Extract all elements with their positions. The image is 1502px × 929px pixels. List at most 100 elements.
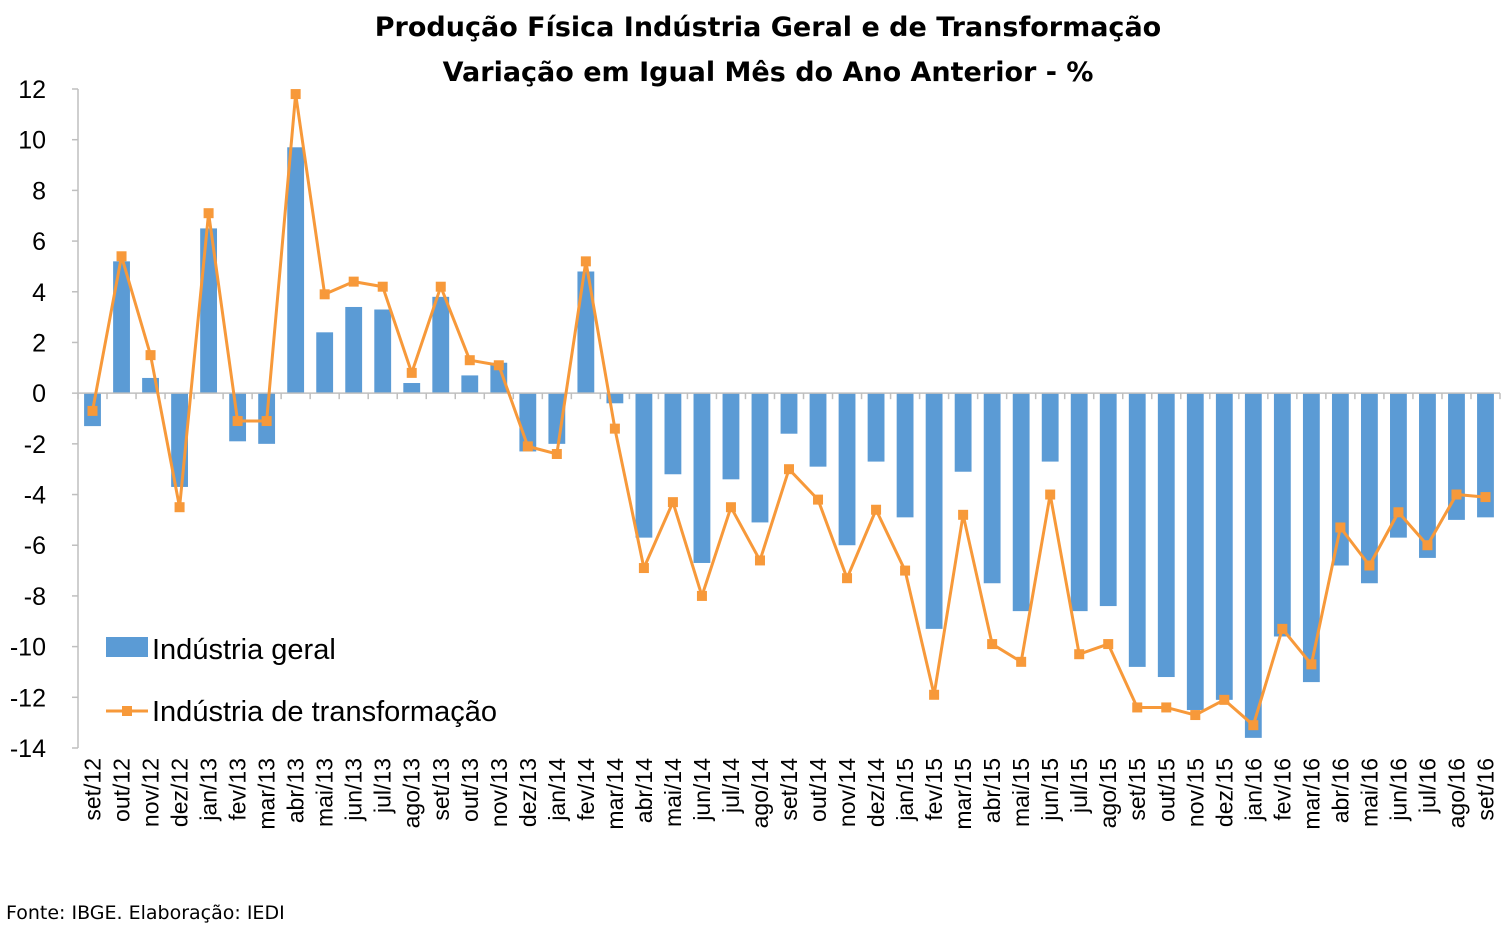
- line-point: [1161, 702, 1172, 713]
- line-point: [784, 464, 794, 475]
- x-tick-label: out/15: [1153, 758, 1179, 822]
- x-tick-label: jul/15: [1066, 758, 1092, 814]
- x-tick-label: abr/13: [283, 758, 309, 823]
- x-tick-label: fev/16: [1269, 758, 1295, 821]
- chart-subtitle: Variação em Igual Mês do Ano Anterior - …: [443, 57, 1094, 88]
- bar: [1215, 393, 1233, 700]
- line-point: [1306, 659, 1317, 670]
- x-tick-label: abr/15: [979, 758, 1005, 823]
- bar: [780, 393, 798, 434]
- line-point: [871, 504, 882, 515]
- line-point: [87, 405, 98, 416]
- y-tick-label: -6: [24, 532, 46, 560]
- y-tick-label: -4: [24, 482, 46, 510]
- bar: [432, 296, 450, 394]
- bar: [287, 147, 305, 394]
- x-tick-label: dez/13: [515, 758, 541, 827]
- x-tick-label: jul/13: [370, 758, 396, 814]
- bar: [664, 393, 682, 475]
- x-tick-label: mar/14: [602, 758, 628, 830]
- x-tick-label: nov/12: [138, 758, 164, 827]
- x-tick-label: out/12: [109, 758, 135, 822]
- x-tick-label: jan/16: [1240, 758, 1266, 822]
- line-point: [464, 355, 475, 366]
- y-tick-label: -10: [10, 634, 46, 662]
- x-tick-label: set/12: [80, 758, 106, 821]
- line-point: [1132, 702, 1143, 713]
- bar: [867, 393, 885, 462]
- x-tick-label: set/16: [1472, 758, 1498, 821]
- x-tick-label: set/14: [776, 758, 802, 821]
- x-tick-label: out/13: [457, 758, 483, 822]
- y-tick-label: 0: [32, 380, 46, 408]
- line-point: [900, 565, 911, 576]
- bar: [693, 393, 711, 563]
- x-tick-label: mai/16: [1356, 758, 1382, 827]
- x-tick-label: fev/13: [225, 758, 251, 821]
- line-point: [696, 590, 707, 601]
- x-tick-label: ago/13: [399, 758, 425, 828]
- x-tick-label: jun/15: [1037, 758, 1063, 822]
- line-point: [319, 289, 330, 300]
- line-point: [987, 639, 998, 650]
- x-tick-label: dez/15: [1211, 758, 1237, 827]
- x-tick-label: nov/13: [486, 758, 512, 827]
- bar: [925, 393, 943, 629]
- bar: [113, 261, 130, 394]
- line-series-industria-transformacao: [87, 89, 1491, 731]
- x-tick-label: abr/16: [1327, 758, 1353, 823]
- line-point: [551, 448, 562, 459]
- x-tick-label: abr/14: [631, 758, 657, 823]
- x-tick-label: dez/14: [863, 758, 889, 827]
- x-tick-label: nov/14: [834, 758, 860, 827]
- line-point: [1045, 489, 1056, 500]
- y-tick-label: 12: [18, 76, 46, 104]
- y-tick-label: 6: [32, 228, 46, 256]
- line-point: [1422, 540, 1433, 551]
- bar-series-industria-geral: [84, 147, 1494, 738]
- x-tick-label: mar/13: [254, 758, 280, 830]
- bar: [1331, 393, 1349, 566]
- chart-title: Produção Física Indústria Geral e de Tra…: [375, 12, 1161, 43]
- bar: [838, 393, 856, 546]
- bar: [316, 332, 334, 394]
- line-point: [232, 416, 243, 427]
- line-point: [725, 502, 736, 513]
- bar: [1041, 393, 1059, 462]
- y-tick-label: -12: [10, 684, 46, 712]
- line-point: [174, 502, 185, 513]
- line-point: [1190, 710, 1201, 721]
- x-tick-label: jun/13: [341, 758, 367, 822]
- line-point: [1335, 522, 1346, 533]
- y-axis: 12 10 8 6 4 2 0 -2 -4 -6 -8 -10 -12 -14: [10, 76, 78, 763]
- bar: [1244, 393, 1262, 738]
- line-point: [1277, 623, 1288, 634]
- line-point: [406, 367, 417, 378]
- line-point: [348, 276, 359, 287]
- line-point: [667, 497, 678, 508]
- bar: [1448, 393, 1465, 520]
- bar: [606, 393, 624, 404]
- y-tick-label: 8: [32, 177, 46, 205]
- line-point: [813, 494, 824, 505]
- line-point: [580, 256, 591, 267]
- bar: [345, 306, 363, 394]
- legend-label-industria-geral: Indústria geral: [152, 634, 336, 666]
- bar: [751, 393, 769, 523]
- bar: [954, 393, 972, 472]
- bar: [374, 309, 392, 394]
- x-tick-label: jan/15: [892, 758, 918, 822]
- legend: Indústria geral Indústria de transformaç…: [106, 634, 497, 728]
- x-tick-label: fev/14: [573, 758, 599, 821]
- line-point: [377, 281, 388, 292]
- line-point: [145, 350, 156, 361]
- y-tick-label: -8: [24, 583, 46, 611]
- bar: [1128, 393, 1146, 667]
- line-point: [1219, 694, 1230, 705]
- bar: [461, 375, 479, 394]
- bar: [1419, 393, 1436, 558]
- y-tick-label: -14: [10, 735, 46, 763]
- x-tick-label: jun/14: [689, 758, 715, 822]
- bar: [722, 393, 740, 480]
